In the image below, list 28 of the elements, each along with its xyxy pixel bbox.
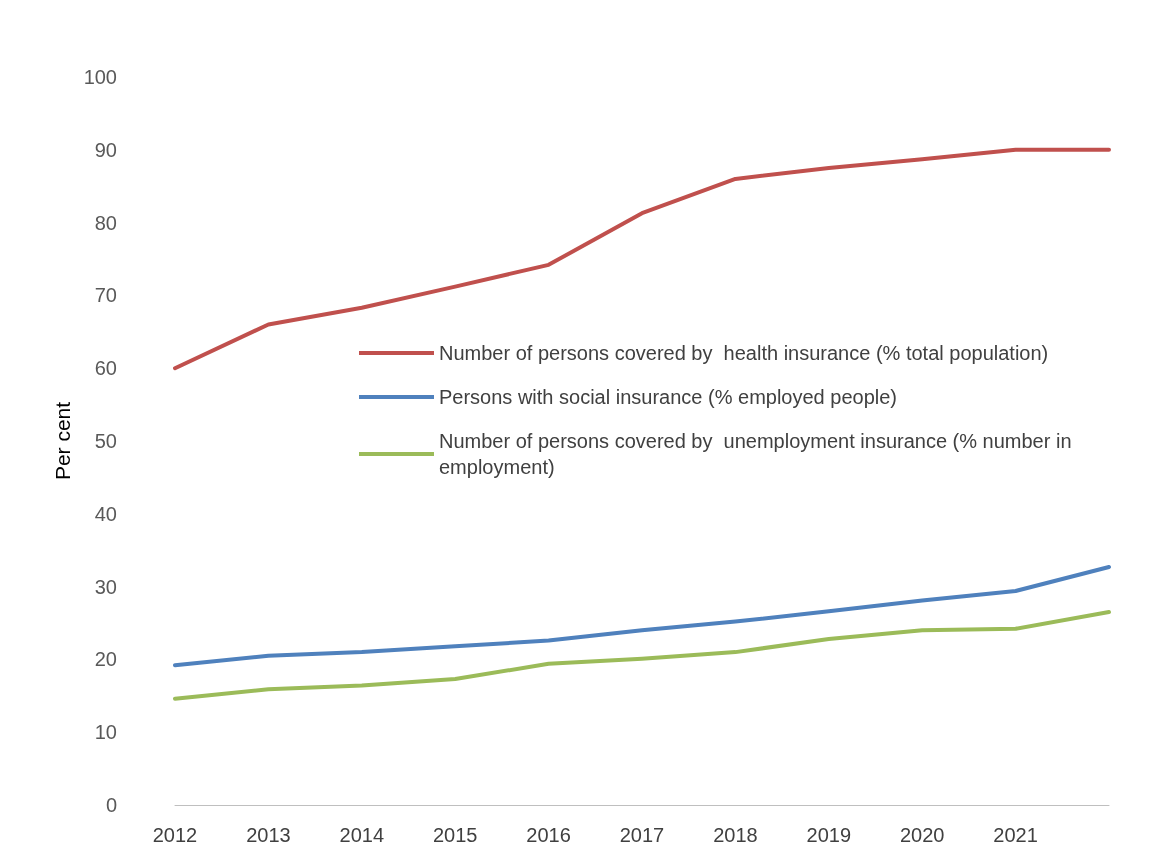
legend-label: Number of persons covered by health insurance (% total population): [439, 342, 1049, 364]
x-tick-label: 2015: [432, 824, 478, 846]
x-tick-label: 2021: [993, 824, 1038, 846]
x-tick-label: 2013: [246, 824, 291, 846]
y-tick-label: 10: [94, 721, 117, 744]
y-tick-label: 60: [94, 357, 117, 380]
y-tick-label: 50: [94, 430, 117, 452]
x-tick-label: 2016: [526, 824, 571, 846]
x-tick-label: 2012: [152, 824, 198, 846]
legend-label: Number of persons covered by unemployment insurance (% number in employment): [439, 430, 1078, 478]
y-tick-label: 100: [83, 66, 117, 88]
y-tick-label: 70: [94, 284, 117, 307]
y-tick-label: 30: [94, 575, 117, 598]
legend-label: Persons with social insurance (% employed people): [439, 386, 898, 408]
y-tick-label: 90: [94, 138, 117, 161]
line-series: [173, 610, 1111, 701]
y-tick-label: 0: [105, 794, 117, 816]
x-tick-label: 2020: [899, 824, 945, 846]
y-tick-label: 20: [94, 648, 117, 671]
x-tick-label: 2017: [619, 824, 665, 846]
y-tick-label: 80: [94, 211, 117, 234]
x-tick-label: 2018: [713, 824, 758, 846]
x-tick-label: 2019: [806, 824, 852, 846]
line-series: [173, 564, 1111, 668]
y-tick-label: 40: [94, 502, 117, 525]
line-series: [173, 147, 1111, 371]
x-tick-label: 2014: [339, 824, 385, 846]
y-axis-title: Per cent: [50, 401, 74, 481]
